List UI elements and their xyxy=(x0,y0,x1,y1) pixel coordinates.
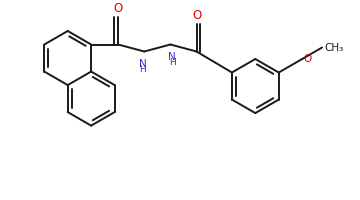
Text: O: O xyxy=(303,54,311,64)
Text: CH₃: CH₃ xyxy=(324,43,343,53)
Text: N: N xyxy=(168,52,176,62)
Text: N: N xyxy=(139,59,146,69)
Text: H: H xyxy=(169,58,176,67)
Text: H: H xyxy=(139,65,146,74)
Text: O: O xyxy=(113,2,123,15)
Text: O: O xyxy=(192,9,201,22)
